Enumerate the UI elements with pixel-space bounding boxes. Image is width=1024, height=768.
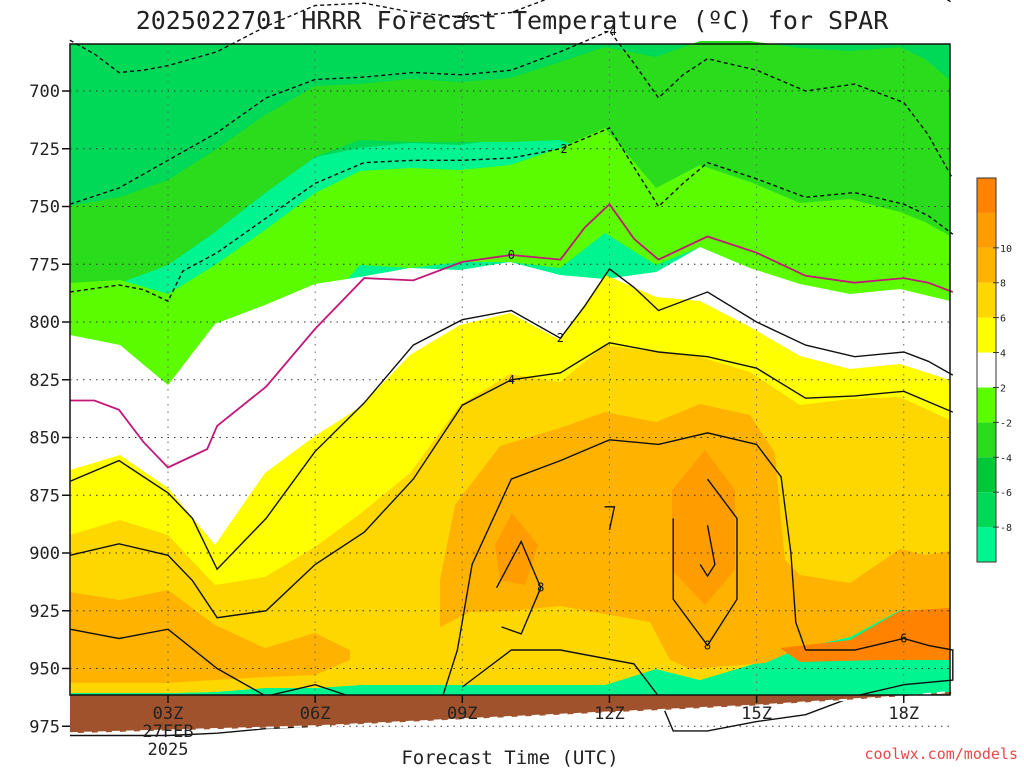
isotherm-label: 8 — [704, 638, 711, 652]
colorbar-label: 8 — [1000, 279, 1006, 290]
isotherm-label: 0 — [508, 248, 515, 262]
x-tick-label: 18Z — [888, 704, 919, 724]
colorbar-label: -2 — [1000, 418, 1012, 429]
isotherm-6 — [442, 432, 954, 732]
isotherm-4 — [69, 342, 954, 619]
colorbar-swatch — [977, 282, 996, 318]
plot-frame — [69, 43, 951, 696]
isotherm-minus2 — [69, 127, 954, 303]
isotherm-label: 8 — [537, 581, 544, 595]
colorbar-label: 2 — [1000, 383, 1006, 394]
colorbar-label: 4 — [1000, 349, 1006, 360]
ground-surface — [69, 691, 953, 734]
colorbar-swatch — [977, 212, 996, 248]
y-tick-label: 775 — [29, 255, 60, 275]
isotherm-label: 6 — [900, 631, 907, 645]
colorbar-swatch — [977, 527, 996, 562]
colorbar-swatch — [977, 387, 996, 423]
isotherm-label: -4 — [602, 24, 616, 38]
isotherm-8 — [672, 478, 738, 647]
x-tick-label: 06Z — [300, 704, 331, 724]
y-tick-label: 925 — [29, 602, 60, 622]
isotherm-8 — [495, 539, 542, 635]
x-tick-label: 27FEB — [142, 722, 193, 742]
colorbar-swatch — [977, 247, 996, 283]
colorbar-label: -6 — [1000, 488, 1012, 499]
colorbar-swatch — [977, 352, 996, 388]
y-tick-label: 750 — [29, 198, 60, 218]
y-tick-label: 875 — [29, 486, 60, 506]
band-minus2-0 — [70, 128, 950, 436]
y-tick-label: 850 — [29, 429, 60, 449]
colorbar-label: 10 — [1000, 244, 1012, 255]
isotherm-label: 2 — [557, 331, 564, 345]
colorbar-swatch — [977, 492, 996, 528]
y-tick-label: 900 — [29, 544, 60, 564]
isotherm- — [699, 525, 716, 578]
y-tick-label: 825 — [29, 371, 60, 391]
colorbar-swatch — [977, 317, 996, 353]
band-8-10-right — [672, 450, 735, 605]
isotherm-label: -2 — [553, 142, 567, 156]
y-tick-label: 800 — [29, 313, 60, 333]
isotherm-label: 4 — [508, 373, 515, 387]
x-tick-label: 09Z — [447, 704, 478, 724]
isotherm- — [604, 506, 616, 531]
y-tick-label: 700 — [29, 82, 60, 102]
colorbar-label: -8 — [1000, 523, 1012, 534]
colorbar-swatch — [977, 457, 996, 493]
y-tick-label: 725 — [29, 140, 60, 160]
colorbar-label: -4 — [1000, 453, 1012, 464]
band-6-8-left — [70, 590, 350, 683]
colorbar-swatch — [977, 422, 996, 458]
plot-area: -6-4-20246688 — [69, 0, 954, 737]
isotherm-label: -6 — [455, 10, 469, 24]
x-tick-label: 15Z — [741, 704, 772, 724]
colorbar-label: 6 — [1000, 314, 1006, 325]
ground-line — [69, 690, 953, 735]
ground — [69, 690, 953, 735]
chart-title: 2025022701 HRRR Forecast Temperature (ºC… — [136, 6, 890, 35]
isotherm-minus6 — [69, 0, 954, 74]
x-tick-label: 12Z — [594, 704, 625, 724]
x-tick-label: 2025 — [148, 740, 189, 760]
credit-link[interactable]: coolwx.com/models — [864, 745, 1018, 763]
y-axis: 700 725 750 775 800 825 850 875 900 925 950 975 — [29, 82, 70, 737]
x-tick-label: 03Z — [153, 704, 184, 724]
isotherms — [69, 0, 954, 737]
y-tick-label: 975 — [29, 717, 60, 737]
colorbar-frame — [976, 177, 997, 563]
isotherm-0 — [69, 202, 954, 469]
isotherm-2 — [69, 267, 954, 571]
band-warm-surface — [780, 608, 950, 662]
band-minus4-minus2 — [70, 41, 950, 283]
y-tick-label: 950 — [29, 660, 60, 680]
colorbar-swatch — [977, 178, 996, 213]
x-axis-label: Forecast Time (UTC) — [401, 747, 618, 768]
colorbar: -8 -6 -4 -2 2 4 6 8 10 — [976, 177, 1012, 563]
